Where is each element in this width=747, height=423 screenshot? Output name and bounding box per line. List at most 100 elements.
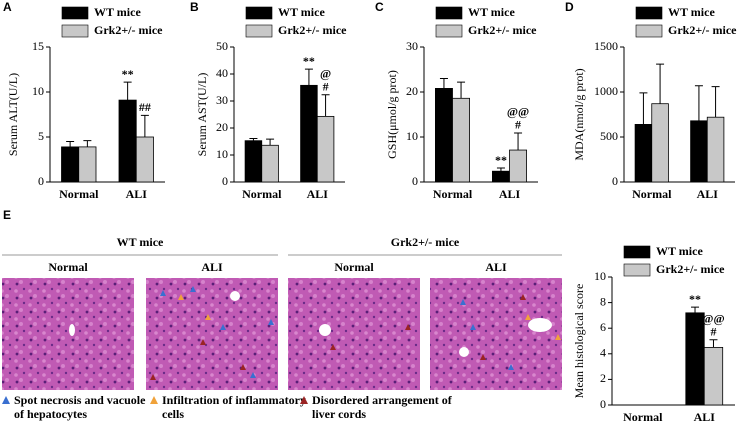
x-tick-label: Normal — [433, 187, 473, 201]
legend-triangle — [150, 396, 158, 404]
y-tick-label: 30 — [406, 39, 418, 53]
x-tick-label: ALI — [499, 187, 521, 201]
y-tick-label: 50 — [216, 39, 228, 53]
error-bar — [249, 138, 258, 141]
column-label: ALI — [485, 260, 507, 274]
vessel — [528, 318, 552, 332]
bar — [690, 120, 708, 183]
legend-label: Grk2+/- mice — [656, 262, 725, 276]
error-bar — [439, 78, 448, 89]
significance-mark: # — [710, 324, 716, 338]
bar — [61, 146, 80, 183]
y-tick-label: 20 — [216, 120, 228, 134]
y-tick-label: 0 — [612, 174, 618, 188]
histology-image — [2, 278, 134, 390]
x-tick-label: Normal — [623, 410, 663, 423]
vessel — [319, 324, 331, 336]
error-bar — [496, 167, 505, 172]
significance-mark: # — [515, 118, 521, 132]
bar — [452, 97, 471, 183]
x-tick-label: Normal — [242, 187, 282, 201]
error-bar — [457, 81, 466, 99]
y-axis-label: MDA(nmol/g prot) — [572, 68, 586, 160]
panel-label: E — [3, 208, 11, 222]
panel-label: D — [565, 0, 574, 14]
legend-label: WT mice — [278, 5, 325, 19]
legend-swatch — [245, 6, 273, 20]
error-bar — [656, 63, 665, 104]
legend-swatch — [435, 24, 463, 38]
y-tick-label: 0 — [38, 174, 44, 188]
legend-label: WT mice — [656, 244, 703, 258]
error-bar — [321, 94, 330, 117]
x-tick-label: ALI — [694, 410, 716, 423]
x-tick-label: ALI — [697, 187, 719, 201]
legend-swatch — [635, 6, 663, 20]
y-tick-label: 10 — [32, 84, 44, 98]
error-bar — [711, 86, 720, 118]
bar — [135, 136, 154, 183]
significance-mark: @ — [320, 67, 331, 81]
bar — [434, 88, 453, 183]
y-tick-label: 10 — [406, 129, 418, 143]
legend-swatch — [623, 245, 651, 259]
y-tick-label: 4 — [600, 346, 606, 360]
panel-label: C — [375, 0, 384, 14]
vessel — [230, 291, 240, 301]
significance-mark: ** — [122, 67, 134, 81]
y-tick-label: 0 — [412, 174, 418, 188]
bar — [634, 124, 653, 183]
y-tick-label: 15 — [32, 39, 44, 53]
histology-images — [2, 254, 562, 390]
legend-label: Grk2+/- mice — [278, 23, 347, 37]
error-bar — [140, 114, 149, 137]
bar — [261, 144, 279, 183]
legend-text: Disordered arrangement of — [312, 393, 453, 407]
legend-swatch — [61, 6, 89, 20]
y-tick-label: 40 — [216, 66, 228, 80]
legend-text: cells — [162, 407, 184, 421]
error-bar — [514, 132, 523, 151]
legend-text: liver cords — [312, 407, 366, 421]
column-label: Normal — [334, 260, 374, 274]
significance-mark: @@ — [507, 105, 529, 119]
significance-mark: ** — [303, 54, 315, 68]
error-bar — [123, 81, 132, 101]
legend-text: Infiltration of inflammatory — [162, 393, 306, 407]
x-tick-label: ALI — [307, 187, 329, 201]
legend-label: WT mice — [94, 5, 141, 19]
bar — [706, 116, 725, 183]
legend-label: Grk2+/- mice — [468, 23, 537, 37]
y-tick-label: 5 — [38, 129, 44, 143]
error-bar — [266, 138, 275, 146]
y-tick-label: 2 — [600, 371, 606, 385]
legend-swatch — [435, 6, 463, 20]
y-tick-label: 1500 — [594, 39, 618, 53]
y-tick-label: 500 — [600, 129, 618, 143]
legend-swatch — [623, 263, 651, 277]
y-tick-label: 8 — [600, 294, 606, 308]
significance-mark: ## — [139, 100, 151, 114]
vessel — [69, 324, 75, 336]
histology-image — [430, 278, 562, 390]
error-bar — [304, 68, 313, 86]
y-tick-label: 20 — [406, 84, 418, 98]
legend-label: Grk2+/- mice — [94, 23, 163, 37]
legend-text: of hepatocytes — [14, 407, 87, 421]
error-bar — [709, 339, 718, 348]
y-tick-label: 6 — [600, 320, 606, 334]
error-bar — [639, 92, 648, 125]
bar — [685, 312, 705, 406]
legend-text: Spot necrosis and vacuole — [14, 393, 146, 407]
panel-label: A — [3, 0, 12, 14]
bar — [651, 103, 669, 183]
legend-label: Grk2+/- mice — [668, 23, 737, 37]
legend-label: WT mice — [668, 5, 715, 19]
vessel — [459, 347, 469, 357]
histology-image — [146, 278, 278, 390]
legend-swatch — [245, 24, 273, 38]
bar — [244, 140, 263, 183]
y-tick-label: 30 — [216, 93, 228, 107]
bar — [316, 115, 335, 183]
error-bar — [691, 306, 700, 313]
